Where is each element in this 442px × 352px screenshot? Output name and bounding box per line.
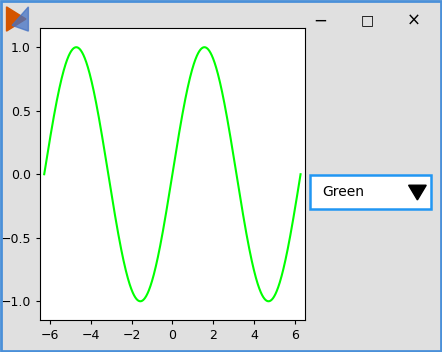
Polygon shape xyxy=(7,7,26,31)
Polygon shape xyxy=(408,185,426,200)
Text: Green: Green xyxy=(322,185,364,199)
Polygon shape xyxy=(12,7,28,31)
Text: ×: × xyxy=(406,12,420,30)
Text: □: □ xyxy=(360,13,373,27)
Text: −: − xyxy=(313,12,328,30)
FancyBboxPatch shape xyxy=(310,175,431,209)
